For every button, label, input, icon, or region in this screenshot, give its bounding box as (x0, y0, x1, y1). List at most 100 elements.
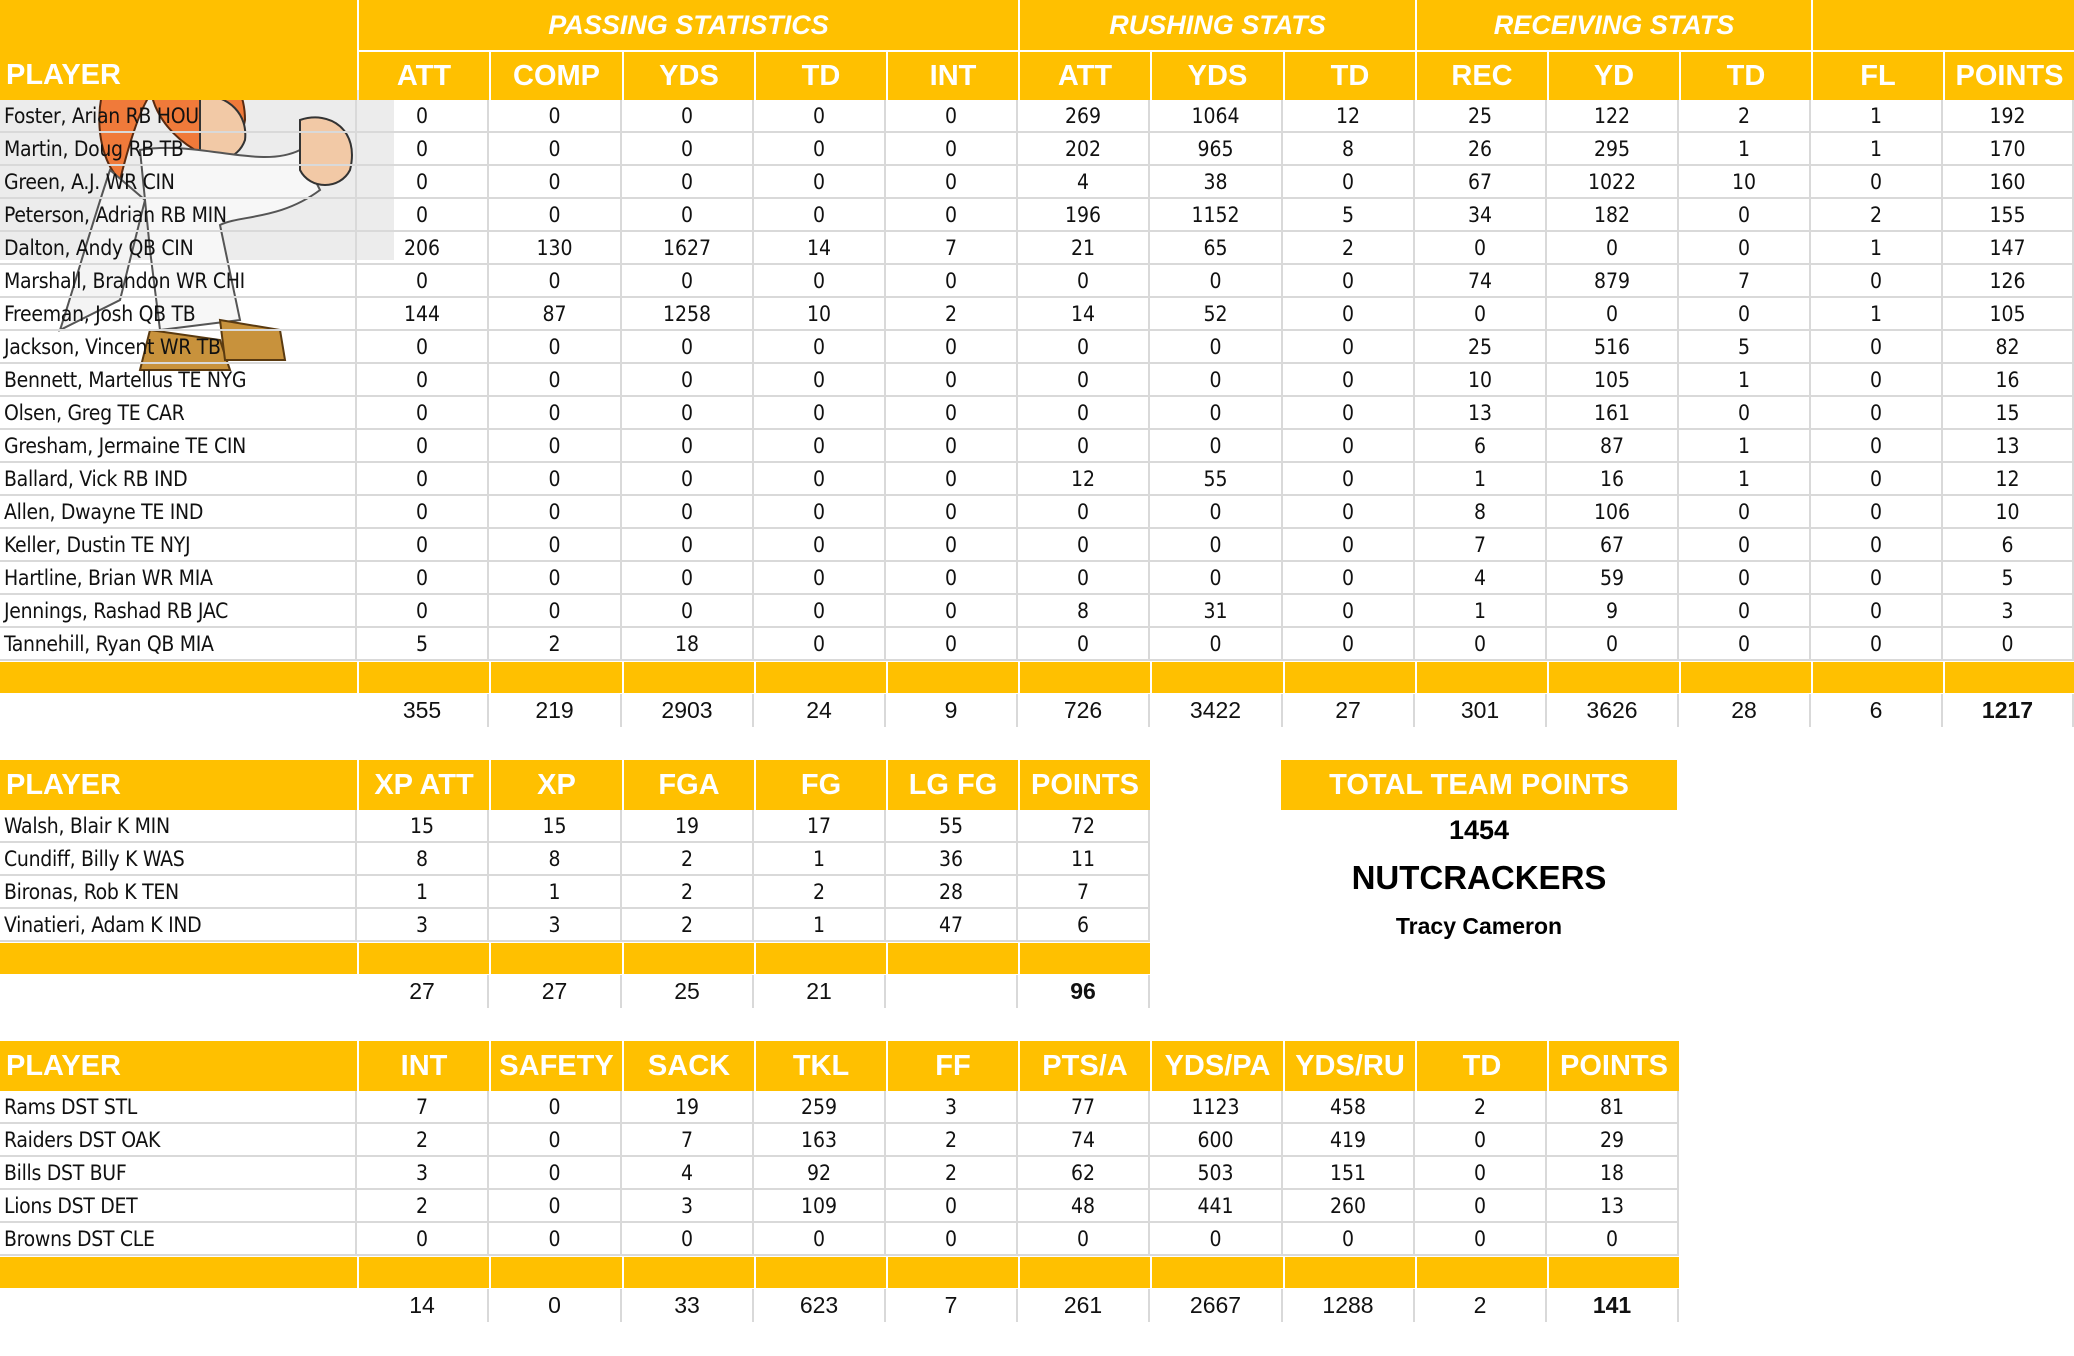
offense-stat-cell: 1 (1415, 595, 1547, 628)
offense-stat-cell: 0 (754, 463, 886, 496)
offense-total-cell: 28 (1679, 694, 1811, 727)
totals-separator-bar (1285, 662, 1415, 693)
totals-separator-bar (1549, 1257, 1679, 1288)
offense-stat-cell: 0 (1679, 496, 1811, 529)
defense-col-header-5: FF (888, 1041, 1018, 1091)
defense-stat-cell: 600 (1150, 1124, 1283, 1157)
kickers-stat-cell: 15 (357, 810, 489, 843)
totals-separator-bar (0, 662, 357, 693)
offense-stat-cell: 38 (1150, 166, 1283, 199)
offense-stat-cell: 0 (357, 562, 489, 595)
offense-stat-cell: 269 (1018, 100, 1150, 133)
totals-separator-bar (359, 943, 489, 974)
kickers-stat-cell: 47 (886, 909, 1018, 942)
offense-stat-cell: 0 (1811, 628, 1943, 661)
kickers-stat-cell: 8 (357, 843, 489, 876)
kickers-total-cell: 25 (622, 975, 754, 1008)
offense-stat-cell: 0 (622, 430, 754, 463)
defense-stat-cell: 77 (1018, 1091, 1150, 1124)
offense-total-cell: 27 (1283, 694, 1415, 727)
kickers-stat-cell: 8 (489, 843, 622, 876)
totals-separator-bar (1417, 1257, 1547, 1288)
offense-stat-cell: 879 (1547, 265, 1679, 298)
offense-total-cell: 726 (1018, 694, 1150, 727)
kickers-stat-cell: 1 (489, 876, 622, 909)
offense-stat-cell: 0 (357, 331, 489, 364)
defense-col-header-3: SACK (624, 1041, 754, 1091)
offense-col-header-10: YD (1549, 52, 1679, 100)
offense-stat-cell: 34 (1415, 199, 1547, 232)
defense-stat-cell: 2 (886, 1124, 1018, 1157)
offense-stat-cell: 1 (1679, 133, 1811, 166)
group-header-1: RUSHING STATS (1020, 0, 1415, 50)
defense-stat-cell: 0 (1415, 1223, 1547, 1256)
kickers-col-header-6: POINTS (1020, 760, 1150, 810)
offense-stat-cell: 0 (489, 166, 622, 199)
totals-separator-bar (756, 943, 886, 974)
defense-stat-cell: 2 (357, 1124, 489, 1157)
kickers-stat-cell: 3 (489, 909, 622, 942)
totals-separator-bar (0, 1257, 357, 1288)
totals-separator-bar (1020, 943, 1150, 974)
defense-col-header-0: PLAYER (0, 1041, 357, 1091)
defense-stat-cell: 419 (1283, 1124, 1415, 1157)
defense-col-header-4: TKL (756, 1041, 886, 1091)
offense-total-cell: 301 (1415, 694, 1547, 727)
offense-stat-cell: 9 (1547, 595, 1679, 628)
defense-player-name: Browns DST CLE (0, 1223, 357, 1256)
offense-stat-cell: 0 (1547, 628, 1679, 661)
defense-total-cell: 0 (489, 1289, 622, 1322)
offense-stat-cell: 1 (1679, 463, 1811, 496)
totals-separator-bar (1152, 1257, 1283, 1288)
defense-stat-cell: 48 (1018, 1190, 1150, 1223)
offense-stat-cell: 2 (1811, 199, 1943, 232)
offense-stat-cell: 0 (357, 529, 489, 562)
totals-separator-bar (1417, 662, 1547, 693)
defense-stat-cell: 0 (489, 1124, 622, 1157)
kickers-col-header-5: LG FG (888, 760, 1018, 810)
kickers-stat-cell: 17 (754, 810, 886, 843)
offense-stat-cell: 106 (1547, 496, 1679, 529)
offense-stat-cell: 0 (1811, 562, 1943, 595)
offense-stat-cell: 1022 (1547, 166, 1679, 199)
offense-stat-cell: 0 (357, 199, 489, 232)
offense-stat-cell: 161 (1547, 397, 1679, 430)
offense-player-name: Freeman, Josh QB TB (0, 298, 357, 331)
totals-separator-bar (624, 1257, 754, 1288)
offense-stat-cell: 0 (754, 364, 886, 397)
kickers-stat-cell: 2 (754, 876, 886, 909)
offense-stat-cell: 0 (1018, 331, 1150, 364)
offense-stat-cell: 0 (489, 529, 622, 562)
offense-stat-cell: 155 (1943, 199, 2074, 232)
offense-stat-cell: 0 (1811, 265, 1943, 298)
kickers-total-cell: 27 (357, 975, 489, 1008)
offense-stat-cell: 130 (489, 232, 622, 265)
defense-stat-cell: 2 (357, 1190, 489, 1223)
offense-stat-cell: 0 (357, 595, 489, 628)
offense-stat-cell: 4 (1415, 562, 1547, 595)
kickers-player-name: Bironas, Rob K TEN (0, 876, 357, 909)
kickers-stat-cell: 2 (622, 843, 754, 876)
offense-player-name: Dalton, Andy QB CIN (0, 232, 357, 265)
offense-total-cell: 2903 (622, 694, 754, 727)
offense-stat-cell: 0 (886, 133, 1018, 166)
defense-stat-cell: 7 (622, 1124, 754, 1157)
offense-stat-cell: 0 (622, 595, 754, 628)
offense-stat-cell: 10 (1943, 496, 2074, 529)
defense-player-name: Raiders DST OAK (0, 1124, 357, 1157)
offense-stat-cell: 0 (489, 265, 622, 298)
offense-stat-cell: 0 (754, 595, 886, 628)
offense-total-cell: 1217 (1943, 694, 2074, 727)
offense-stat-cell: 0 (489, 364, 622, 397)
defense-stat-cell: 0 (886, 1190, 1018, 1223)
offense-stat-cell: 0 (1150, 496, 1283, 529)
offense-stat-cell: 0 (1283, 595, 1415, 628)
offense-stat-cell: 0 (886, 364, 1018, 397)
offense-total-cell: 3422 (1150, 694, 1283, 727)
offense-stat-cell: 3 (1943, 595, 2074, 628)
offense-stat-cell: 7 (1679, 265, 1811, 298)
offense-stat-cell: 0 (1018, 628, 1150, 661)
offense-stat-cell: 0 (886, 430, 1018, 463)
defense-stat-cell: 2 (886, 1157, 1018, 1190)
offense-stat-cell: 0 (1150, 562, 1283, 595)
